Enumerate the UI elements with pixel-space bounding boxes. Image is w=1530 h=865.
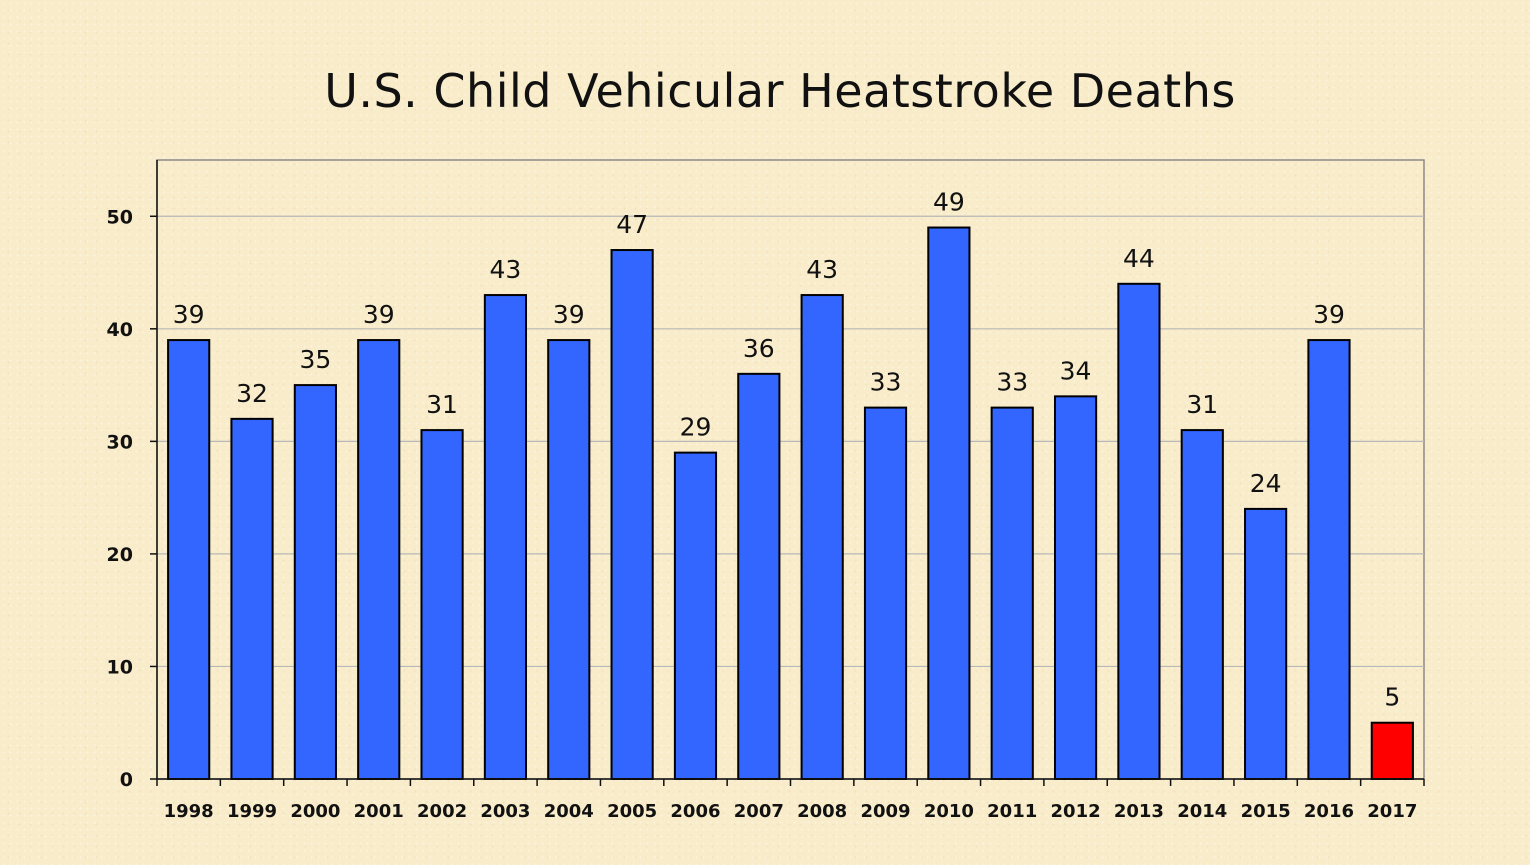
x-tick-label-2016: 2016 [1304, 801, 1354, 822]
y-tick-label-40: 40 [107, 319, 133, 341]
data-labels: 39 32 35 39 31 43 39 47 29 36 43 33 49 33 34 44 31 24 39 5 [173, 188, 1401, 712]
bar-2001 [357, 339, 401, 780]
data-label-2011: 33 [996, 368, 1028, 397]
x-tick-label-2017: 2017 [1367, 801, 1417, 822]
x-tick-label-2007: 2007 [734, 801, 784, 822]
y-tick-label-30: 30 [107, 431, 133, 453]
x-tick-label-2010: 2010 [924, 801, 974, 822]
data-label-2013: 44 [1123, 244, 1155, 273]
bar-2005 [610, 249, 654, 780]
data-label-2015: 24 [1250, 469, 1282, 498]
bar-2013 [1117, 282, 1161, 780]
bar-2003 [483, 294, 528, 780]
y-axis: 0 10 20 30 40 50 [107, 160, 158, 791]
x-tick-label-2004: 2004 [544, 801, 594, 822]
data-label-2012: 34 [1060, 356, 1092, 385]
y-tick-label-0: 0 [120, 769, 133, 791]
data-label-2001: 39 [363, 300, 395, 329]
y-tick-label-10: 10 [107, 656, 133, 678]
chart-title: U.S. Child Vehicular Heatstroke Deaths [324, 64, 1236, 118]
data-label-2004: 39 [553, 300, 585, 329]
data-label-2005: 47 [616, 210, 648, 239]
bar-2002 [420, 429, 464, 780]
x-tick-label-2001: 2001 [354, 801, 404, 822]
gridlines [157, 215, 1424, 668]
bar-2008 [800, 294, 844, 780]
bar-2006 [673, 451, 718, 780]
x-tick-label-1999: 1999 [227, 801, 277, 822]
x-tick-label-2009: 2009 [860, 801, 910, 822]
data-label-2014: 31 [1186, 390, 1218, 419]
bar-2007 [737, 372, 781, 780]
x-tick-label-2000: 2000 [290, 801, 340, 822]
x-tick-label-2002: 2002 [417, 801, 467, 822]
data-label-2006: 29 [680, 413, 712, 442]
bar-2015 [1244, 507, 1288, 780]
bar-2009 [863, 406, 908, 780]
y-tick-label-50: 50 [107, 206, 133, 228]
bar-1998 [167, 339, 211, 780]
bar-2010 [927, 226, 971, 780]
x-tick-label-2011: 2011 [987, 801, 1037, 822]
data-label-2016: 39 [1313, 300, 1345, 329]
data-label-2008: 43 [806, 255, 838, 284]
bar-2016 [1307, 339, 1351, 780]
bar-2000 [293, 384, 337, 780]
x-tick-label-2008: 2008 [797, 801, 847, 822]
data-label-2010: 49 [933, 188, 965, 217]
bar-2014 [1180, 429, 1224, 780]
data-label-2007: 36 [743, 334, 775, 363]
bar-1999 [230, 417, 274, 780]
x-tick-label-1998: 1998 [164, 801, 214, 822]
data-label-1999: 32 [236, 379, 268, 408]
bar-2017 [1370, 721, 1414, 781]
x-tick-label-2013: 2013 [1114, 801, 1164, 822]
data-label-2003: 43 [490, 255, 522, 284]
y-tick-label-20: 20 [107, 544, 133, 566]
x-tick-label-2006: 2006 [670, 801, 720, 822]
data-label-2002: 31 [426, 390, 458, 419]
x-tick-label-2003: 2003 [480, 801, 530, 822]
bars [167, 226, 1414, 781]
data-label-1998: 39 [173, 300, 205, 329]
bar-2004 [547, 339, 591, 780]
bar-2012 [1053, 395, 1098, 780]
x-tick-label-2014: 2014 [1177, 801, 1227, 822]
x-tick-label-2005: 2005 [607, 801, 657, 822]
x-axis: 1998 1999 2000 2001 2002 2003 2004 2005 2006 2007… [156, 778, 1425, 822]
x-tick-label-2012: 2012 [1051, 801, 1101, 822]
data-label-2000: 35 [299, 345, 331, 374]
data-label-2009: 33 [870, 368, 902, 397]
bar-2011 [990, 406, 1034, 780]
plot-area [156, 159, 1425, 780]
data-label-2017: 5 [1384, 683, 1400, 712]
x-tick-label-2015: 2015 [1241, 801, 1291, 822]
